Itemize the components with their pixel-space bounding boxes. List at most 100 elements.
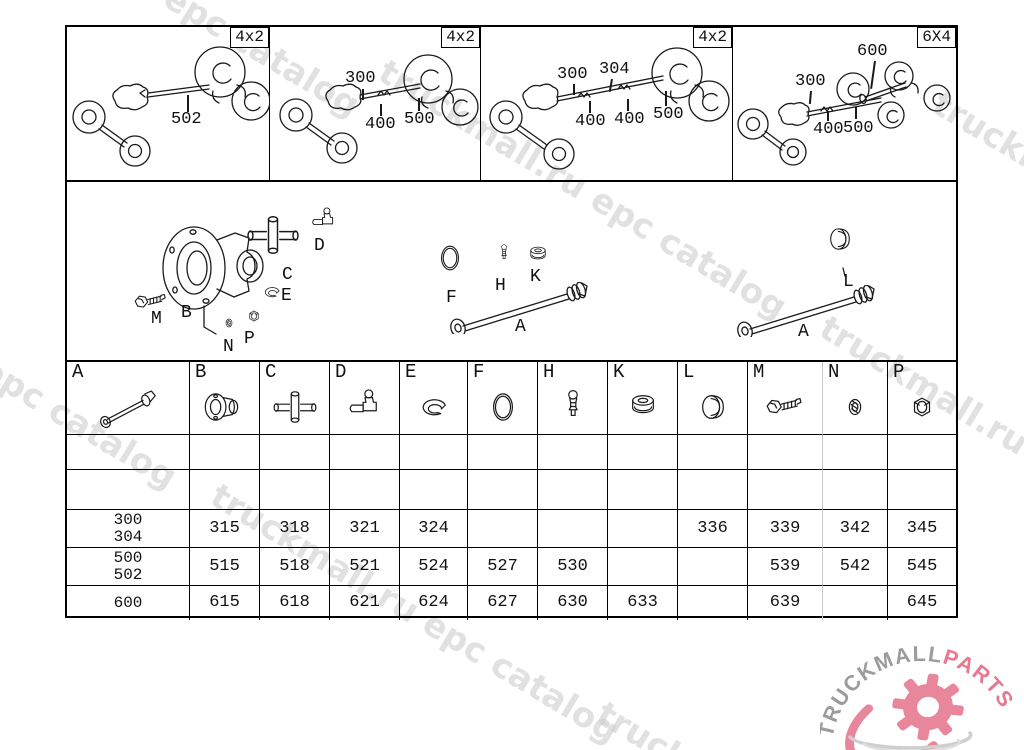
callout-leader-line — [362, 89, 364, 100]
part-number-cell[interactable]: 318 — [260, 510, 330, 548]
table-header-cell-A: A — [67, 362, 190, 435]
empty-cell — [608, 470, 678, 510]
part-number-cell[interactable]: 621 — [330, 586, 400, 620]
column-letter: B — [195, 361, 207, 383]
empty-cell — [888, 470, 956, 510]
empty-cell — [748, 435, 823, 470]
column-letter: A — [72, 361, 84, 383]
empty-cell — [400, 470, 468, 510]
table-header-cell-D: D — [330, 362, 400, 435]
logo-swoosh — [848, 731, 973, 750]
column-letter: P — [893, 361, 905, 383]
empty-cell — [823, 435, 888, 470]
part-callout-304[interactable]: 304 — [599, 60, 630, 79]
part-callout-502[interactable]: 502 — [171, 110, 202, 129]
thinring-icon — [492, 393, 513, 421]
callout-leader-line — [573, 84, 575, 95]
part-number-cell[interactable]: 500 502 — [67, 548, 190, 586]
part-number-cell[interactable]: 345 — [888, 510, 956, 548]
drive-config-badge: 4x2 — [230, 27, 269, 48]
part-callout-400[interactable]: 400 — [813, 120, 844, 139]
part-number-cell[interactable]: 524 — [400, 548, 468, 586]
empty-cell — [888, 435, 956, 470]
nipple-icon — [567, 389, 578, 417]
part-number-cell[interactable]: 342 — [823, 510, 888, 548]
part-callout-300[interactable]: 300 — [557, 65, 588, 84]
bolt-icon — [766, 397, 802, 414]
drive-config-band: 4x2 502 4x2 300 400 500 — [67, 27, 956, 182]
part-number-cell[interactable]: 315 — [190, 510, 260, 548]
part-number-cell[interactable]: 321 — [330, 510, 400, 548]
table-header-cell-F: F — [468, 362, 538, 435]
table-header-cell-E: E — [400, 362, 468, 435]
ring-icon — [701, 395, 724, 419]
part-letter-label-C: C — [282, 265, 293, 285]
callout-leader-line — [827, 111, 829, 121]
part-number-cell[interactable]: 639 — [748, 586, 823, 620]
part-number-cell[interactable]: 627 — [468, 586, 538, 620]
column-letter: N — [828, 361, 840, 383]
part-callout-500[interactable]: 500 — [404, 110, 435, 129]
part-number-cell[interactable]: 630 — [538, 586, 608, 620]
column-letter: H — [543, 361, 555, 383]
empty-cell — [468, 510, 538, 548]
part-number-cell[interactable]: 624 — [400, 586, 468, 620]
part-number-cell[interactable]: 600 — [67, 586, 190, 620]
part-callout-500[interactable]: 500 — [653, 105, 684, 124]
empty-cell — [330, 470, 400, 510]
empty-cell — [678, 435, 748, 470]
column-letter: F — [473, 361, 485, 383]
part-number-cell[interactable]: 518 — [260, 548, 330, 586]
part-number-cell[interactable]: 515 — [190, 548, 260, 586]
table-header-cell-C: C — [260, 362, 330, 435]
callout-leader-line — [187, 95, 189, 112]
part-letter-label-A: A — [515, 317, 526, 337]
empty-cell — [748, 470, 823, 510]
drive-config-badge: 4x2 — [441, 27, 480, 48]
config-panel-4x2-b: 4x2 300 400 500 — [270, 27, 481, 180]
part-number-cell[interactable]: 530 — [538, 548, 608, 586]
empty-cell — [538, 510, 608, 548]
part-number-cell[interactable]: 324 — [400, 510, 468, 548]
callout-leader-line — [589, 101, 591, 113]
part-callout-400[interactable]: 400 — [614, 110, 645, 129]
part-callout-300[interactable]: 300 — [345, 69, 376, 88]
part-letter-label-P: P — [244, 329, 255, 349]
plug-icon — [631, 395, 654, 414]
nut-icon — [913, 397, 931, 417]
empty-cell — [608, 510, 678, 548]
fitting-icon — [349, 389, 377, 413]
part-number-cell[interactable]: 615 — [190, 586, 260, 620]
cross-icon — [273, 391, 316, 423]
part-callout-300[interactable]: 300 — [795, 72, 826, 91]
part-callout-600[interactable]: 600 — [857, 42, 888, 61]
driveline-drawing — [72, 46, 270, 167]
part-number-cell[interactable]: 645 — [906, 593, 938, 612]
part-letter-label-A: A — [798, 322, 809, 342]
empty-cell — [468, 470, 538, 510]
part-letter-label-N: N — [223, 337, 234, 357]
config-panel-4x2-c: 4x2 300 304 400 400 500 — [481, 27, 733, 180]
part-number-cell[interactable]: 527 — [468, 548, 538, 586]
part-callout-500[interactable]: 500 — [843, 119, 874, 138]
column-letter: K — [613, 361, 625, 383]
part-number-cell[interactable]: 542 — [823, 548, 888, 586]
part-number-cell[interactable]: 618 — [260, 586, 330, 620]
part-callout-400[interactable]: 400 — [575, 112, 606, 131]
part-number-cell[interactable]: 300 304 — [67, 510, 190, 548]
part-number-cell[interactable]: 545 — [888, 548, 956, 586]
table-header-cell-B: B — [190, 362, 260, 435]
part-callout-400[interactable]: 400 — [365, 115, 396, 134]
part-letter-label-B: B — [181, 303, 192, 323]
part-number-cell[interactable]: 539 — [748, 548, 823, 586]
part-number-cell[interactable]: 336 — [678, 510, 748, 548]
empty-cell — [330, 435, 400, 470]
empty-cell — [608, 435, 678, 470]
callout-leader-line — [855, 107, 857, 119]
part-number-cell[interactable]: 339 — [748, 510, 823, 548]
part-number-cell[interactable]: 633 — [608, 586, 678, 620]
empty-cell — [67, 470, 190, 510]
part-number-cell[interactable]: 521 — [330, 548, 400, 586]
truckmall-logo: TRUCKMALLPARTS — [820, 645, 1017, 750]
snapring-icon — [422, 399, 446, 416]
